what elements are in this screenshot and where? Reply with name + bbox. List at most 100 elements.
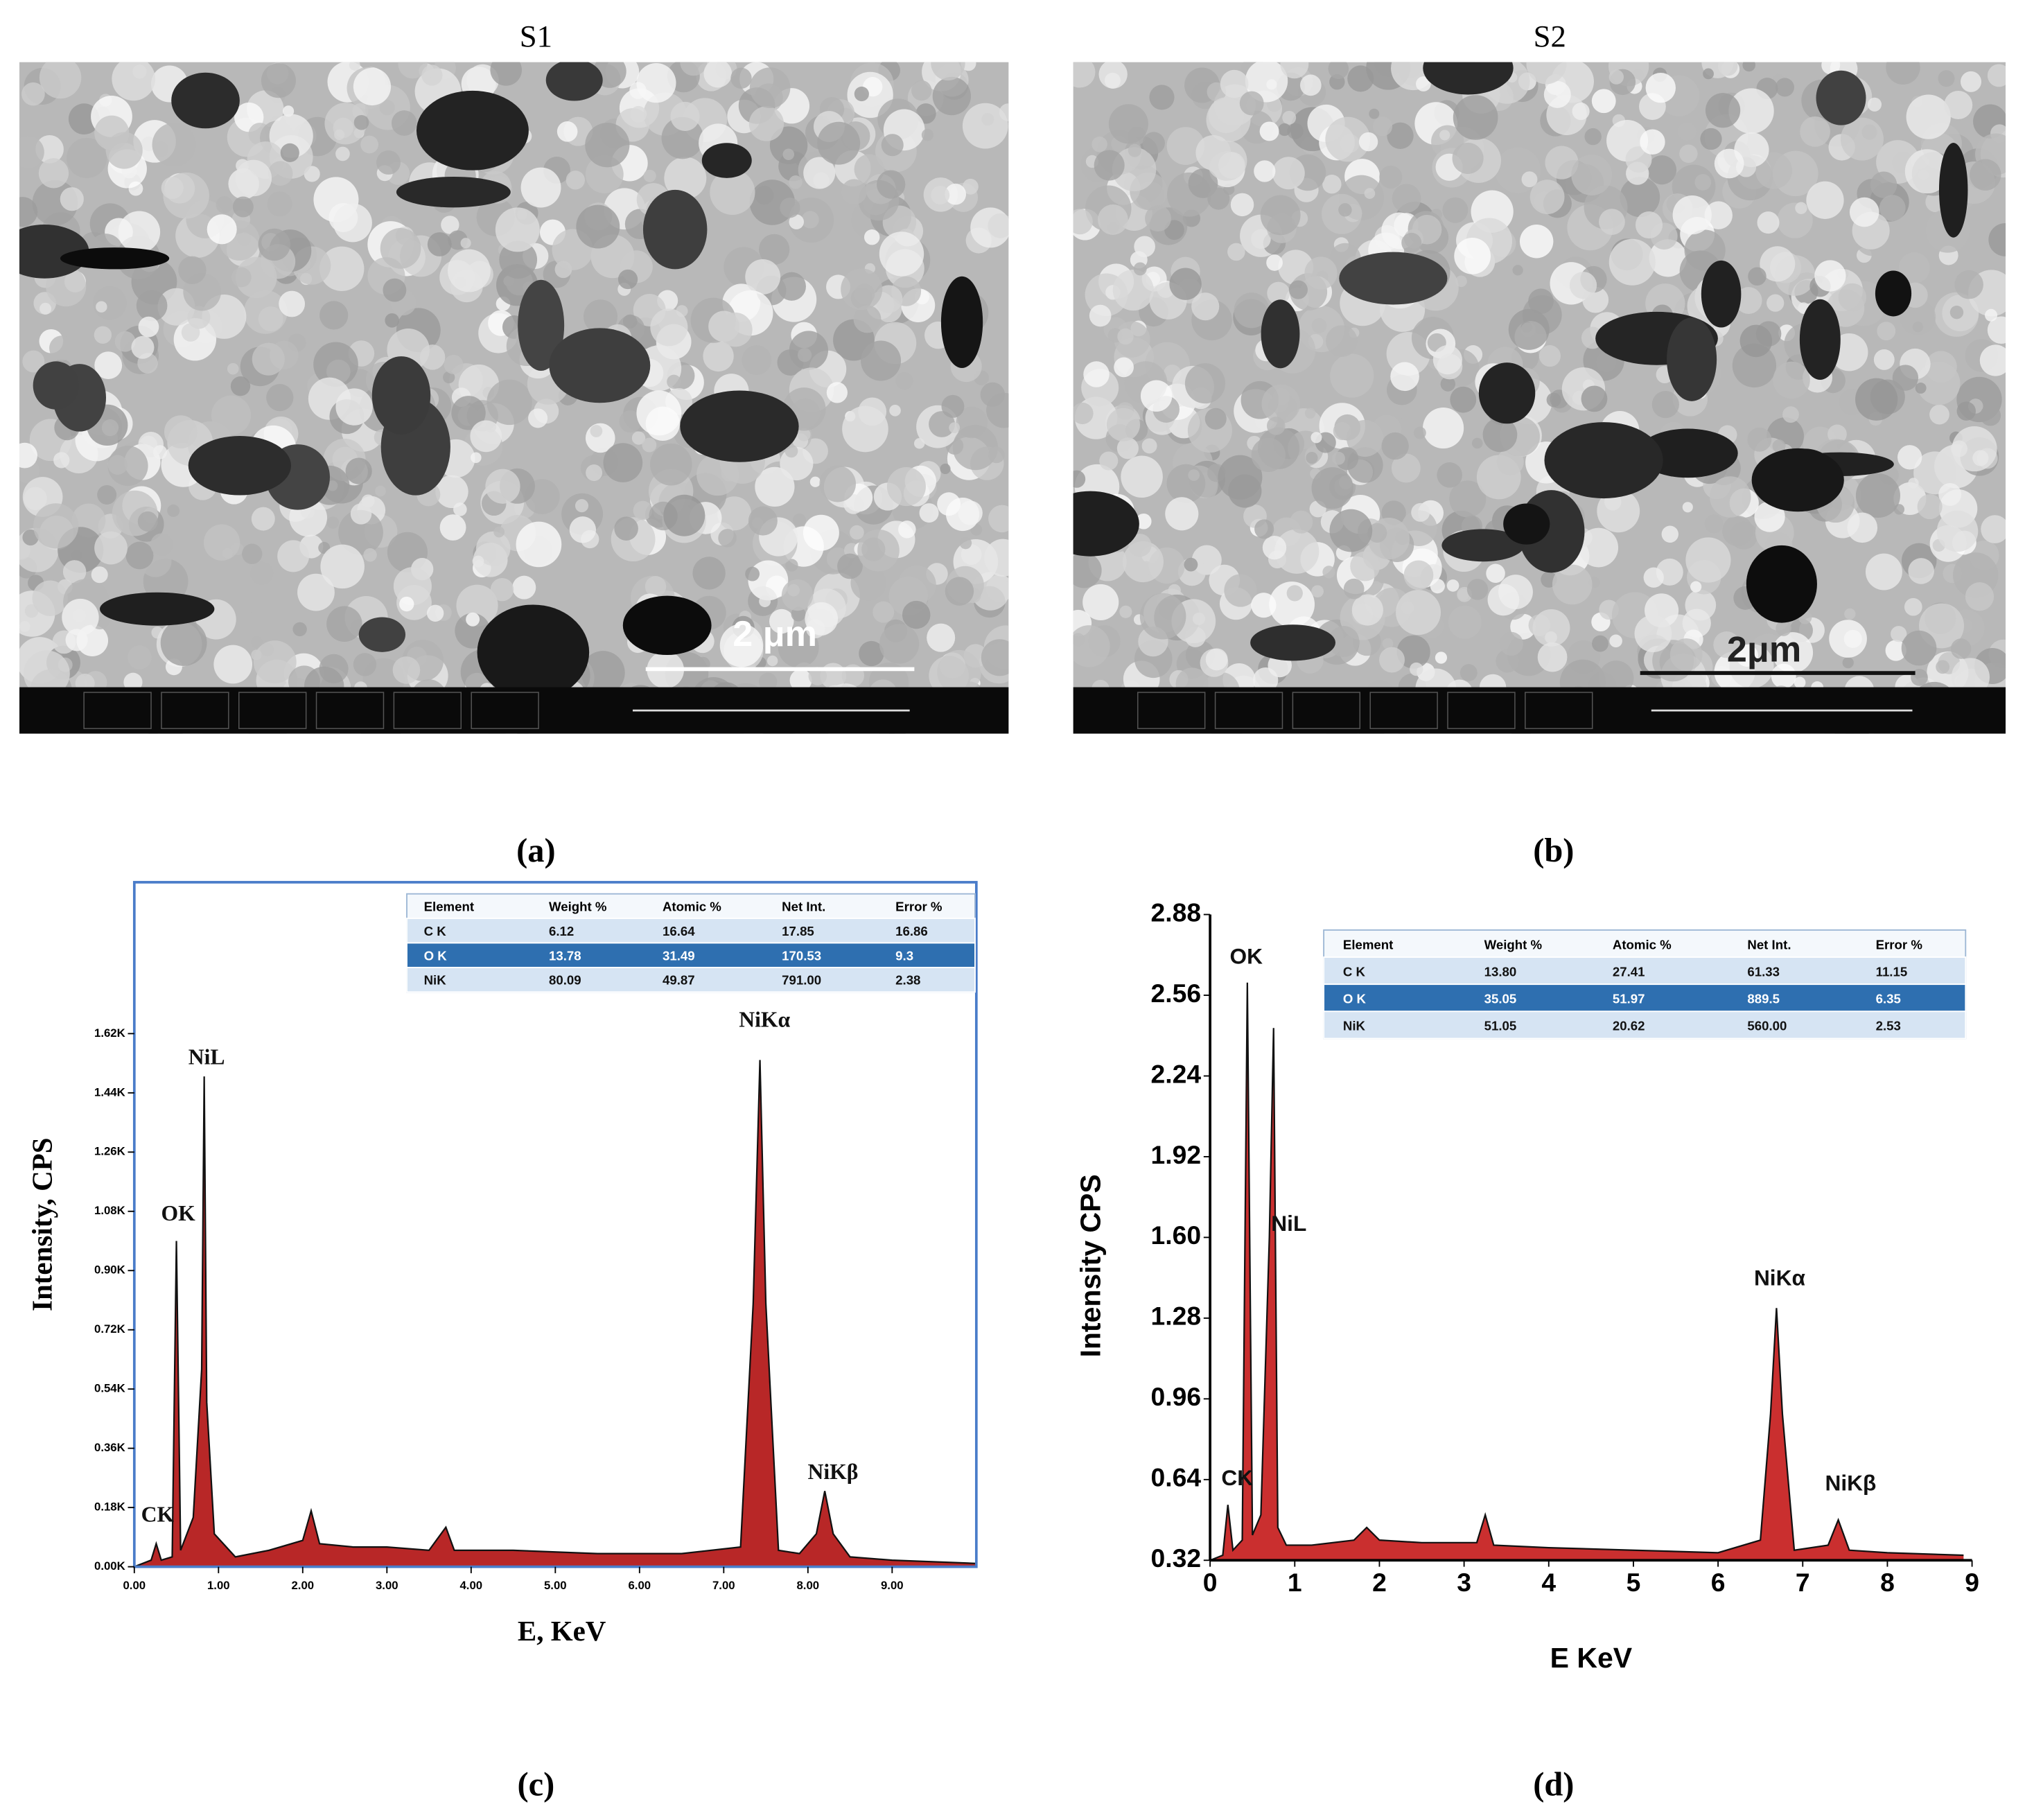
peak-label: NiKα [739,1008,790,1032]
y-tick-label: 0.90K [94,1263,125,1277]
grain [1897,445,1922,470]
x-tick-label: 1.00 [207,1579,230,1592]
grain [1521,171,1538,188]
grain [112,62,156,101]
grain [861,340,902,381]
grain [759,234,790,265]
grain [1950,638,1972,659]
grain [1645,73,1676,103]
grain [929,411,955,437]
grain [1092,137,1107,152]
pore [396,176,511,208]
grain [1608,238,1656,286]
grain [123,672,143,692]
grain [1134,236,1155,258]
grain [107,446,148,487]
grain [931,62,965,81]
pore [1701,260,1742,328]
grain [766,655,778,667]
grain [131,335,155,359]
grain [213,645,253,684]
grain [755,185,774,205]
grain [808,667,827,685]
grain [1261,384,1301,423]
grain [789,175,803,189]
grain [1329,509,1373,552]
grain [460,238,471,249]
table-cell: 889.5 [1747,992,1780,1006]
grain [1599,209,1625,235]
y-tick-label: 2.88 [1151,898,1202,927]
table-header: Atomic % [663,899,721,913]
grain [1347,420,1384,457]
pore [1339,252,1448,305]
pore [642,189,708,270]
grain [1304,408,1316,419]
grain [1486,563,1505,584]
grain [375,485,386,497]
table-cell: 49.87 [663,973,695,988]
grain [1119,605,1132,618]
caption: (a) [516,832,555,869]
pore [518,279,565,371]
grain [1877,322,1896,341]
grain [466,612,480,627]
grain [1322,175,1342,194]
grain [1121,455,1163,498]
grain [1396,590,1441,636]
grain [231,267,252,288]
grain [1166,464,1206,503]
grain [742,345,772,376]
pore [358,617,406,652]
grain [1328,626,1360,657]
grain [252,342,285,376]
pore [549,328,651,403]
grain [817,121,861,165]
x-tick-label: 7.00 [712,1579,735,1592]
grain [493,526,505,538]
grain [1239,91,1264,116]
grain [585,123,630,168]
grain [780,198,800,218]
grain [137,511,158,532]
grain [267,191,292,217]
grain [1512,265,1523,276]
grain [326,606,362,642]
info-cell [238,692,307,729]
grain [841,179,867,205]
grain [633,500,653,520]
table-row [1323,1010,1967,1040]
grain [1140,380,1173,412]
grain [1840,117,1884,161]
grain [1669,638,1703,671]
grain [1471,437,1483,449]
grain [1379,647,1405,673]
grain [1098,204,1128,235]
grain [53,452,70,469]
grain [471,452,482,464]
grain [1454,237,1491,274]
grain [313,342,358,387]
grain [1166,127,1205,165]
grain [1133,262,1147,276]
sem-image [19,62,1009,734]
grain [253,640,297,683]
grain [921,129,934,141]
x-axis-title: E KeV [1550,1642,1633,1674]
grain [1234,292,1270,329]
grain [490,577,514,602]
table-row [406,966,976,993]
table-cell: NiK [1343,1019,1366,1033]
grain [703,340,734,372]
x-tick-label: 1 [1288,1568,1302,1597]
grain [426,604,444,622]
grain [789,669,812,692]
grain [1311,585,1324,598]
grain [60,187,84,211]
grain [962,178,979,195]
grain [1411,502,1430,522]
grain [319,301,349,330]
grain [877,170,906,199]
grain [986,392,1009,428]
grain [279,290,306,317]
